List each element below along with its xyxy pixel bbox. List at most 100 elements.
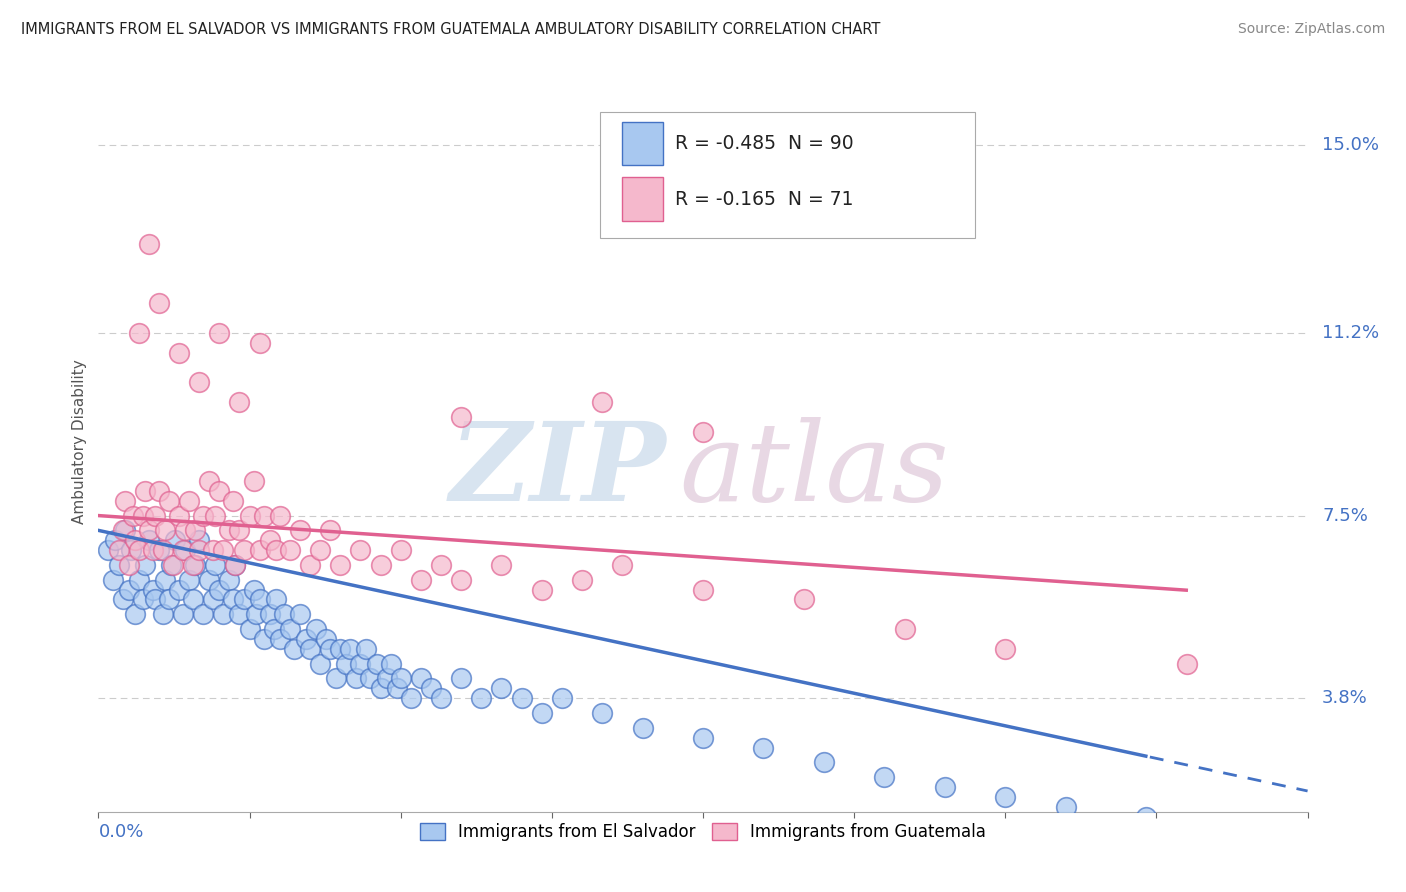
Point [309,543,332,558]
Point [114,524,136,538]
Point [510,691,533,706]
Point [319,641,342,656]
Point [263,622,285,636]
Text: ZIP: ZIP [450,417,666,524]
Point [692,582,714,597]
Point [793,592,815,607]
Point [249,592,271,607]
Point [259,607,281,622]
Point [612,558,634,572]
Point [380,657,402,671]
Text: atlas: atlas [679,417,949,524]
Point [360,672,382,686]
Point [143,508,166,523]
Point [107,558,129,572]
Point [264,592,287,607]
Point [349,657,371,671]
Text: IMMIGRANTS FROM EL SALVADOR VS IMMIGRANTS FROM GUATEMALA AMBULATORY DISABILITY C: IMMIGRANTS FROM EL SALVADOR VS IMMIGRANT… [21,22,880,37]
Point [370,681,392,696]
Point [315,632,337,646]
Point [218,573,240,587]
Point [97,543,120,558]
Point [491,558,513,572]
Point [193,607,215,622]
Point [295,632,318,646]
Point [202,592,225,607]
Point [153,524,176,538]
Point [491,681,513,696]
Point [172,543,194,558]
Point [152,543,174,558]
Point [873,770,896,784]
Point [450,672,472,686]
Point [157,493,180,508]
Point [179,493,201,508]
Point [118,558,141,572]
Point [299,641,322,656]
Point [470,691,492,706]
Point [148,483,170,498]
Point [329,558,352,572]
Point [167,508,190,523]
Point [222,592,245,607]
Point [193,508,215,523]
Point [212,607,235,622]
Point [385,681,408,696]
Point [132,592,155,607]
Point [120,543,142,558]
Point [121,508,143,523]
Point [692,731,714,745]
Point [319,524,342,538]
Point [813,756,835,770]
Point [893,622,915,636]
Y-axis label: Ambulatory Disability: Ambulatory Disability [72,359,87,524]
FancyBboxPatch shape [600,112,976,238]
Point [148,543,170,558]
Point [430,558,453,572]
Point [409,672,432,686]
Point [128,543,150,558]
Point [994,641,1017,656]
Text: 7.5%: 7.5% [1322,507,1368,524]
Point [335,657,357,671]
Point [288,607,311,622]
Point [356,641,378,656]
Point [551,691,574,706]
Point [530,582,553,597]
Point [111,592,134,607]
Point [103,533,125,548]
Point [264,543,287,558]
Text: R = -0.485  N = 90: R = -0.485 N = 90 [675,134,853,153]
Point [134,483,156,498]
Point [157,592,180,607]
Point [167,582,190,597]
Point [430,691,453,706]
Point [530,706,553,720]
Text: R = -0.165  N = 71: R = -0.165 N = 71 [675,190,853,209]
Point [283,641,305,656]
Point [329,641,352,656]
Point [450,573,472,587]
Point [278,543,301,558]
Point [138,533,160,548]
Point [349,543,371,558]
Point [208,582,231,597]
Point [253,632,276,646]
Point [188,533,211,548]
Point [163,533,186,548]
Point [132,508,155,523]
Point [259,533,281,548]
Point [128,326,150,340]
Text: 0.0%: 0.0% [98,822,143,841]
Point [228,395,250,409]
Point [232,592,254,607]
Point [188,376,211,390]
Point [212,543,235,558]
Point [242,582,264,597]
Point [366,657,388,671]
Point [325,672,347,686]
Point [181,558,204,572]
Point [409,573,432,587]
Point [309,657,332,671]
Point [208,326,231,340]
